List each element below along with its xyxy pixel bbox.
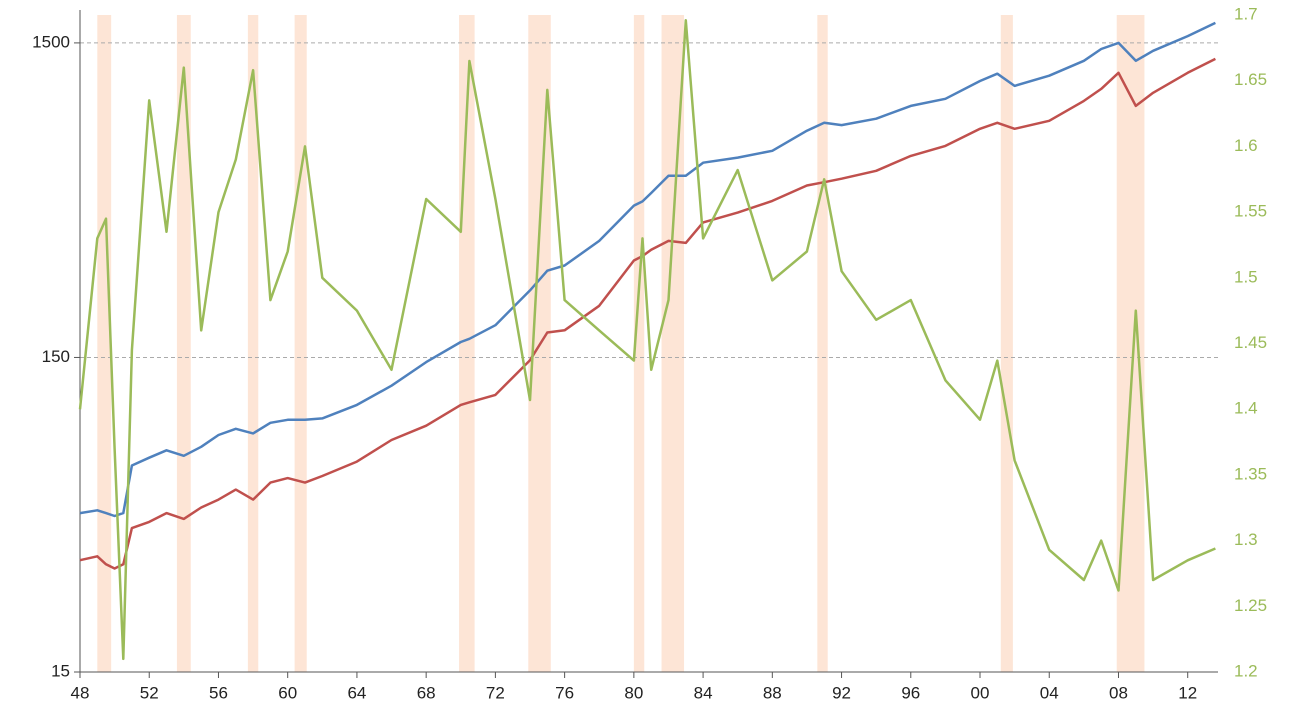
- x-tick-label: 08: [1109, 683, 1128, 702]
- y-tick-label: 150: [42, 347, 70, 366]
- y2-tick-label: 1.3: [1234, 530, 1258, 549]
- x-tick-label: 96: [901, 683, 920, 702]
- x-tick-label: 84: [694, 683, 713, 702]
- y2-tick-label: 1.2: [1234, 661, 1258, 680]
- x-tick-label: 56: [209, 683, 228, 702]
- recession-band: [176, 15, 191, 672]
- recession-band: [1116, 15, 1145, 672]
- y-tick-label: 1500: [32, 32, 70, 51]
- x-tick-label: 80: [624, 683, 643, 702]
- x-tick-label: 52: [140, 683, 159, 702]
- recession-band: [817, 15, 828, 672]
- recession-band: [661, 15, 685, 672]
- y2-tick-label: 1.6: [1234, 136, 1258, 155]
- y2-tick-label: 1.35: [1234, 464, 1267, 483]
- x-tick-label: 68: [417, 683, 436, 702]
- series-line: [78, 19, 1216, 661]
- x-tick-label: 72: [486, 683, 505, 702]
- x-tick-label: 76: [555, 683, 574, 702]
- y2-tick-label: 1.65: [1234, 70, 1267, 89]
- x-tick-label: 92: [832, 683, 851, 702]
- recession-band: [97, 15, 112, 672]
- x-tick-label: 60: [278, 683, 297, 702]
- x-tick-label: 64: [347, 683, 366, 702]
- y2-tick-label: 1.7: [1234, 4, 1258, 23]
- x-tick-label: 12: [1178, 683, 1197, 702]
- recession-band: [1000, 15, 1013, 672]
- recession-band: [633, 15, 645, 672]
- recession-band: [294, 15, 307, 672]
- series-line: [79, 21, 1216, 518]
- y2-tick-label: 1.5: [1234, 267, 1258, 286]
- x-tick-label: 88: [763, 683, 782, 702]
- y-tick-label: 15: [51, 661, 70, 680]
- y2-tick-label: 1.25: [1234, 596, 1267, 615]
- y2-tick-label: 1.45: [1234, 333, 1267, 352]
- x-tick-label: 00: [971, 683, 990, 702]
- recession-band: [247, 15, 259, 672]
- y2-tick-label: 1.4: [1234, 399, 1258, 418]
- x-tick-label: 04: [1040, 683, 1059, 702]
- series-line: [79, 57, 1216, 570]
- x-tick-label: 48: [71, 683, 90, 702]
- y2-tick-label: 1.55: [1234, 202, 1267, 221]
